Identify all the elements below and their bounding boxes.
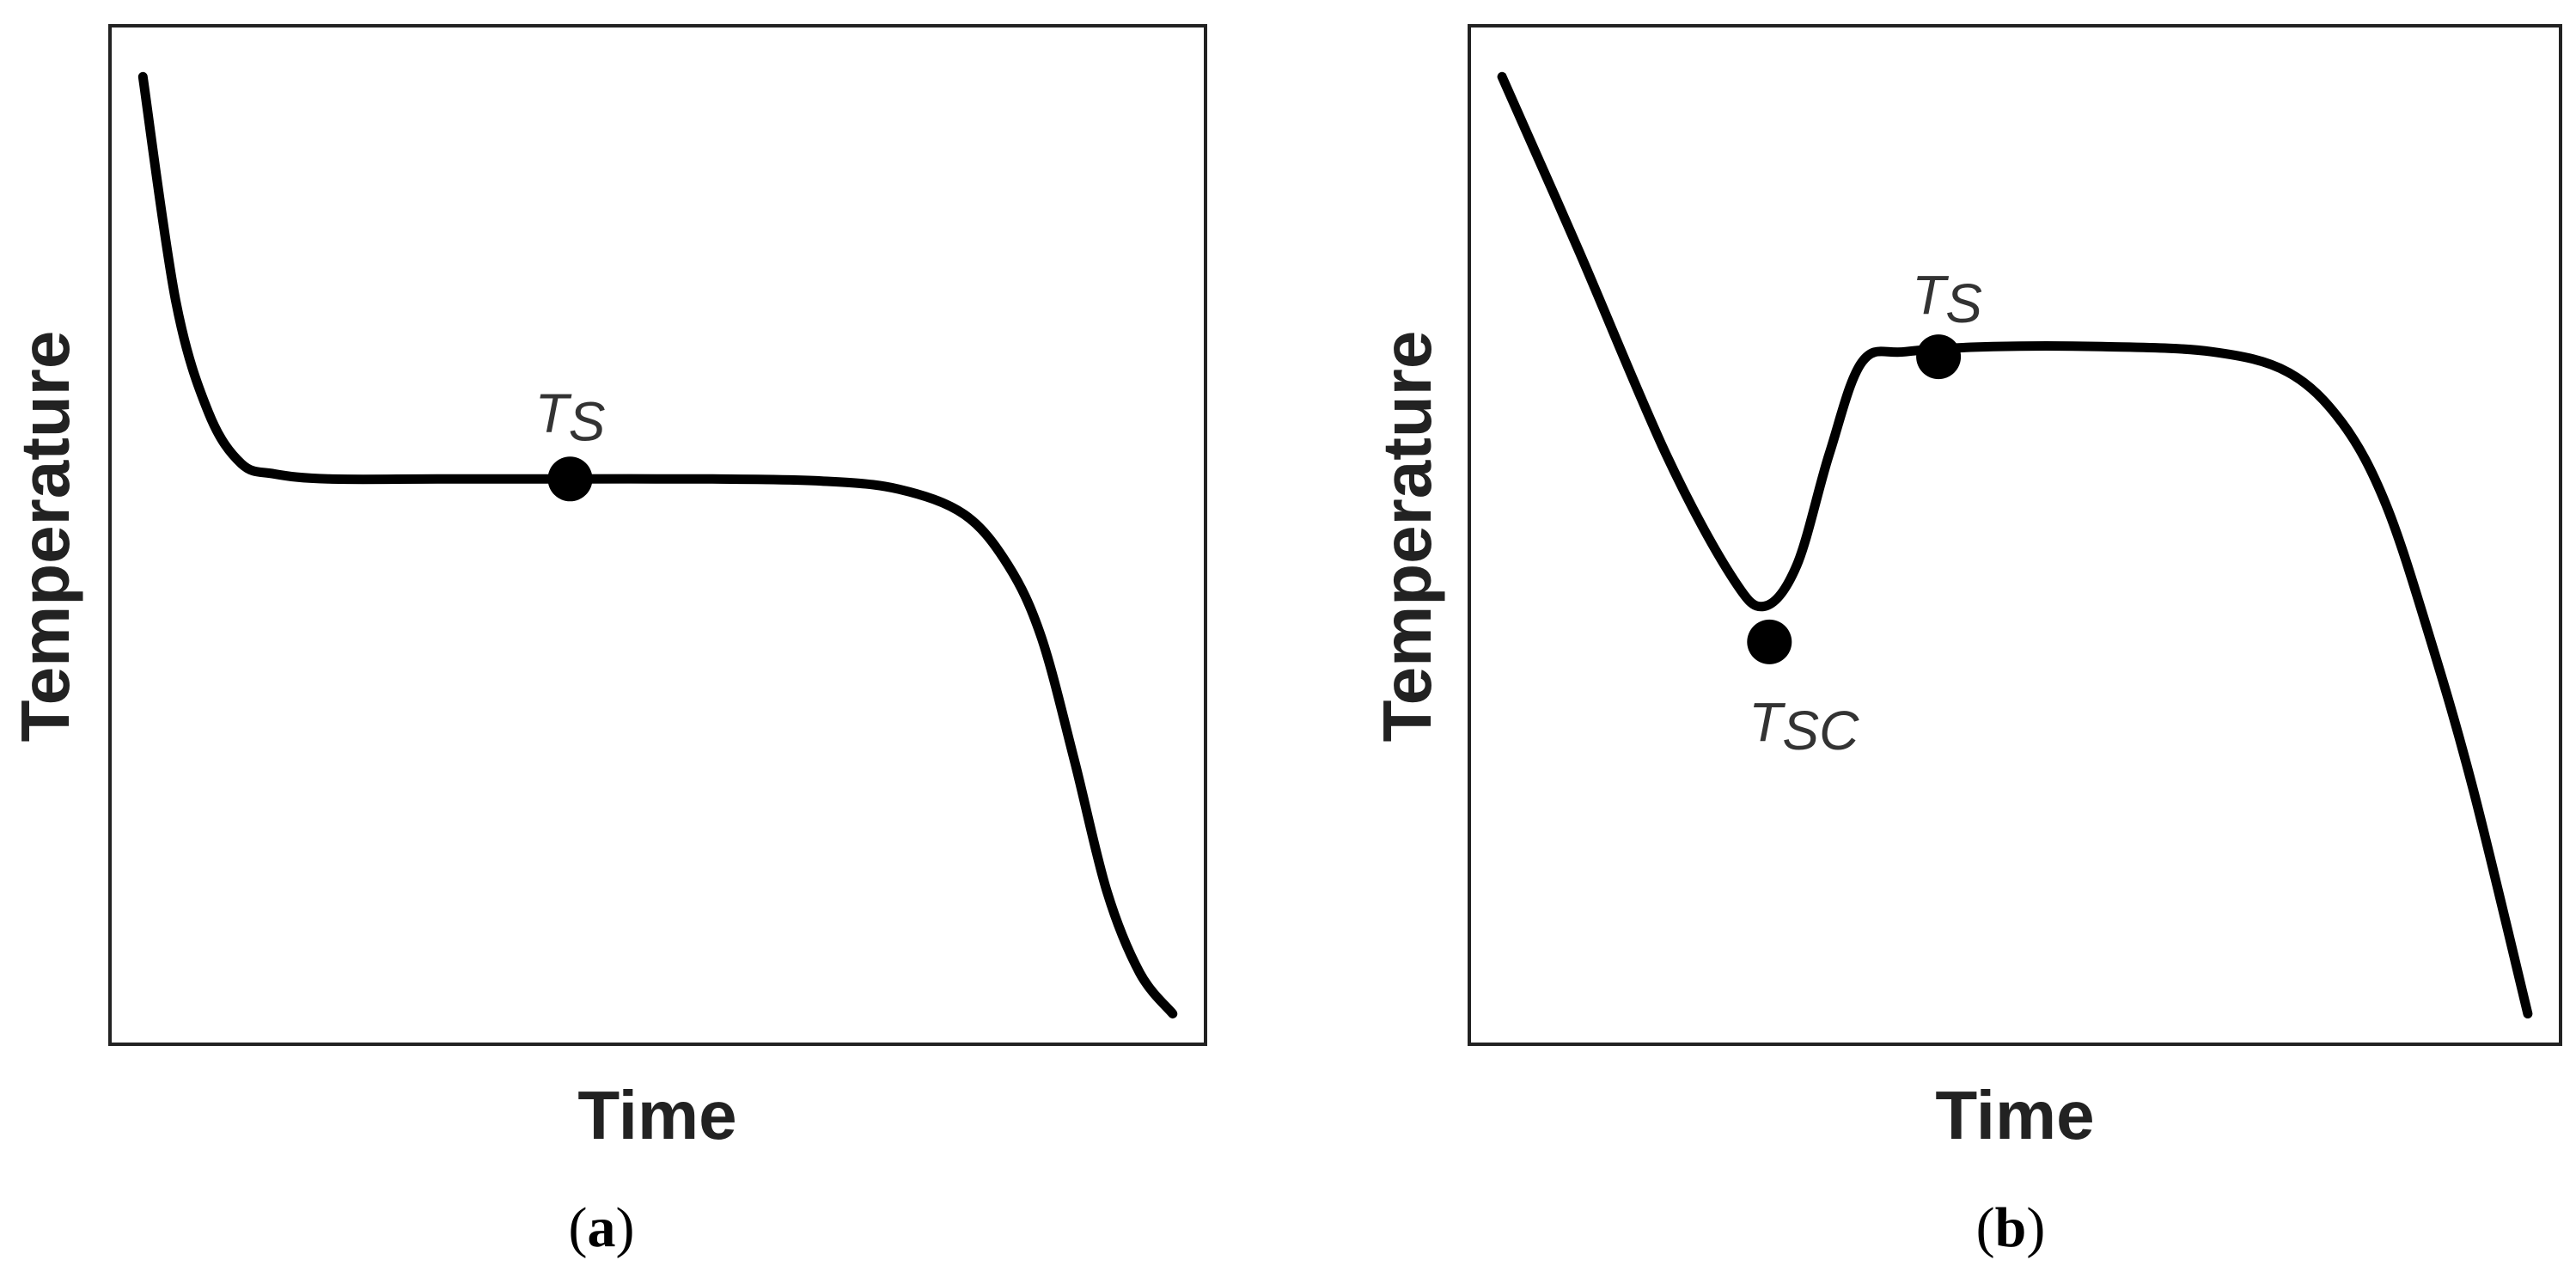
series-line-b-0: [1497, 71, 2533, 1018]
x-axis-title-b: Time: [1935, 1077, 2094, 1153]
points-a: TS: [535, 382, 606, 502]
annotation-subscript: S: [569, 390, 606, 452]
series-b: [1497, 71, 2533, 1018]
annotation-main: T: [535, 382, 572, 443]
y-axis-title-a: Temperature: [7, 331, 83, 743]
annotation-main: T: [1749, 691, 1785, 753]
x-axis-title-a: Time: [577, 1077, 736, 1153]
marker-ts-b: [1916, 334, 1962, 380]
annotation-ts-b: TS: [1912, 264, 1982, 334]
annotation-tsc-b: TSC: [1749, 691, 1859, 761]
panel-a: TS Time Temperature (a): [7, 24, 1207, 1259]
annotation-subscript: SC: [1782, 700, 1859, 761]
annotation-ts-a: TS: [535, 382, 606, 452]
annotation-subscript: S: [1945, 272, 1982, 334]
y-axis-title-b: Temperature: [1369, 331, 1445, 743]
panel-label-a: (a): [569, 1196, 635, 1259]
marker-ts-a: [547, 456, 593, 502]
annotation-main: T: [1912, 264, 1949, 326]
series-a: [137, 71, 1178, 1018]
plot-frame-b: [1468, 24, 2562, 1046]
plot-frame-a: [108, 24, 1207, 1046]
series-line-a-0: [137, 71, 1178, 1018]
marker-tsc-b: [1747, 619, 1792, 664]
panel-label-b: (b): [1976, 1196, 2046, 1259]
